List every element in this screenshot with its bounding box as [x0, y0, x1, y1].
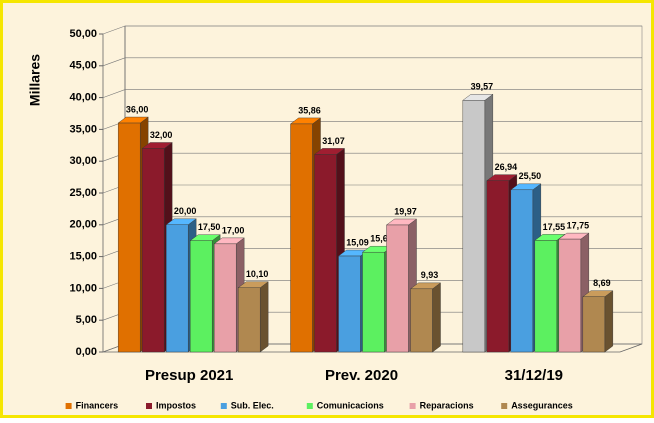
y-tick-label: 25,00: [69, 187, 97, 199]
y-tick-label: 0,00: [76, 346, 97, 358]
legend-swatch: [65, 403, 72, 409]
y-tick-label: 45,00: [69, 60, 97, 72]
bar: [290, 123, 313, 353]
y-tick-label: 5,00: [76, 314, 97, 326]
data-label: 26,94: [495, 162, 518, 172]
bar: [237, 287, 261, 353]
legend-label: Reparacions: [420, 400, 474, 410]
bar: [534, 240, 558, 353]
y-tick-label: 50,00: [69, 28, 97, 40]
bar: [314, 154, 337, 353]
legend-swatch: [409, 403, 416, 409]
legend-label: Sub. Elec.: [231, 400, 274, 410]
data-label: 35,86: [298, 105, 321, 115]
bar: [410, 288, 433, 353]
bar: [386, 224, 409, 353]
legend-label: Assegurances: [511, 400, 573, 410]
bar-side: [604, 290, 614, 353]
bar: [338, 255, 361, 353]
bar: [213, 243, 237, 353]
bar: [462, 100, 486, 353]
data-label: 32,00: [150, 130, 173, 140]
bar: [141, 148, 165, 353]
y-tick-label: 40,00: [69, 92, 97, 104]
data-label: 19,97: [394, 206, 417, 216]
legend-swatch: [146, 403, 152, 409]
bar: [189, 240, 213, 353]
data-label: 15,69: [370, 234, 393, 244]
data-label: 17,75: [567, 220, 590, 230]
data-label: 25,50: [519, 171, 542, 181]
data-label: 20,00: [174, 206, 197, 216]
y-tick-label: 35,00: [69, 123, 97, 135]
legend-label: Impostos: [156, 400, 196, 410]
y-tick-label: 15,00: [69, 251, 97, 263]
data-label: 15,09: [346, 237, 369, 247]
bar-side: [432, 282, 441, 353]
data-label: 17,50: [198, 222, 221, 232]
y-axis-title: Millares: [27, 54, 43, 106]
grid-line: [102, 57, 642, 67]
bar: [582, 296, 606, 353]
data-label: 17,55: [543, 222, 566, 232]
data-label: 31,07: [322, 136, 345, 146]
data-label: 10,10: [246, 269, 269, 279]
bar: [117, 122, 141, 353]
legend-label: Comunicacions: [317, 400, 384, 410]
bar: [362, 252, 385, 353]
bar: [510, 189, 534, 353]
bar: [486, 180, 510, 353]
legend-swatch: [220, 403, 227, 409]
grid-line: [102, 89, 642, 98]
data-label: 39,57: [471, 82, 494, 92]
bar-side: [259, 281, 269, 353]
x-tick-label: Presup 2021: [145, 367, 233, 384]
bar: [165, 224, 189, 353]
data-label: 8,69: [593, 278, 611, 288]
data-label: 9,93: [421, 270, 439, 280]
x-tick-label: Prev. 2020: [325, 367, 398, 384]
y-tick-label: 20,00: [69, 219, 97, 231]
y-tick-label: 30,00: [69, 155, 97, 167]
legend-label: Financers: [76, 400, 119, 410]
bar: [558, 238, 582, 353]
data-label: 36,00: [126, 104, 149, 114]
grid-line: [102, 25, 642, 35]
x-tick-label: 31/12/19: [505, 367, 563, 384]
legend-swatch: [501, 403, 508, 409]
legend-swatch: [306, 403, 313, 409]
y-tick-label: 10,00: [69, 282, 97, 294]
data-label: 17,00: [222, 225, 245, 235]
